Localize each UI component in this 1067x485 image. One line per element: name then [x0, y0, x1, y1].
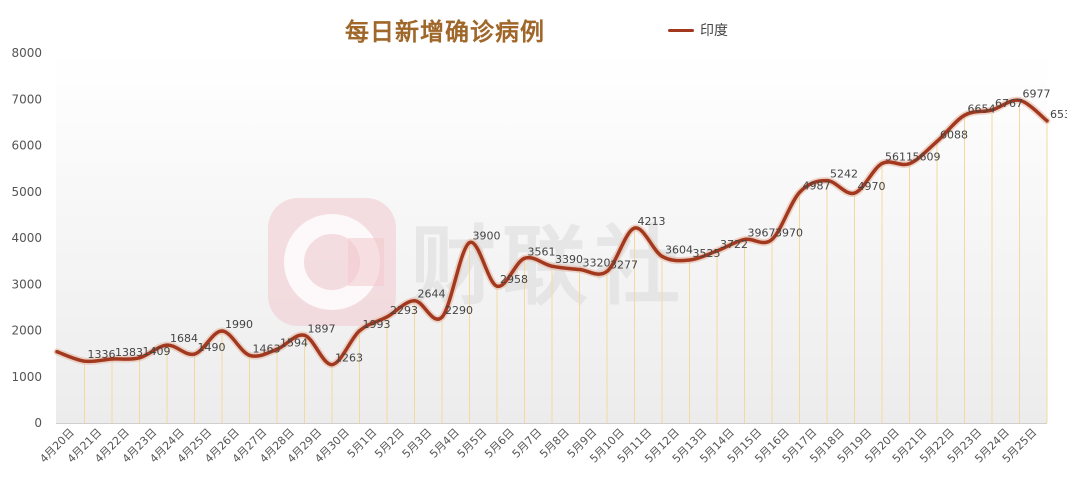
data-label: 1993 [363, 318, 391, 331]
data-point[interactable] [302, 333, 307, 337]
data-point[interactable] [137, 356, 142, 360]
data-point[interactable] [220, 329, 224, 333]
data-point[interactable] [550, 264, 554, 268]
legend[interactable]: 印度 [668, 20, 728, 40]
data-point[interactable] [852, 191, 857, 195]
data-point[interactable] [1017, 98, 1022, 102]
x-tick-label: 5月2日 [372, 426, 407, 461]
data-point[interactable] [632, 226, 637, 230]
data-label: 2644 [418, 288, 446, 301]
legend-swatch [668, 28, 694, 32]
data-point[interactable] [522, 256, 527, 260]
data-point[interactable] [82, 359, 87, 363]
x-tick-label: 5月1日 [345, 426, 380, 461]
y-tick-label: 7000 [11, 92, 42, 106]
data-point[interactable] [715, 249, 719, 253]
data-point[interactable] [357, 329, 362, 333]
data-label: 1383 [115, 346, 143, 359]
x-tick-label: 5月7日 [510, 426, 545, 461]
data-point[interactable] [247, 353, 252, 357]
data-label: 3561 [528, 245, 556, 258]
y-tick-label: 3000 [11, 277, 42, 291]
data-label: 1263 [335, 352, 363, 365]
data-label: 3900 [473, 230, 501, 243]
data-point[interactable] [990, 108, 994, 112]
data-label: 6088 [940, 128, 968, 141]
data-point[interactable] [192, 352, 197, 356]
data-point[interactable] [275, 347, 279, 351]
data-point[interactable] [605, 269, 609, 274]
chart-title: 每日新增确诊病例 [345, 18, 545, 46]
legend-label: 印度 [700, 23, 728, 39]
data-point[interactable] [797, 190, 802, 194]
data-label: 3967 [748, 227, 776, 240]
data-point[interactable] [577, 267, 582, 272]
data-point[interactable] [467, 241, 472, 245]
y-tick-label: 0 [34, 416, 42, 430]
data-label: 1897 [308, 322, 336, 335]
data-label: 3277 [610, 258, 638, 271]
data-label: 6654 [968, 102, 996, 115]
data-label: 3604 [665, 243, 693, 256]
data-point[interactable] [687, 258, 692, 262]
data-point[interactable] [110, 357, 114, 361]
data-label: 3320 [583, 256, 611, 269]
data-label: 2293 [390, 304, 418, 317]
y-tick-label: 5000 [11, 185, 42, 199]
data-label: 1990 [225, 318, 253, 331]
data-point[interactable] [660, 254, 664, 258]
data-label: 5609 [913, 151, 941, 164]
data-label: 6767 [995, 97, 1023, 110]
data-point[interactable] [935, 139, 939, 144]
data-label: 6535 [1050, 108, 1067, 121]
data-point[interactable] [385, 315, 389, 319]
x-tick-label: 5月3日 [400, 426, 435, 461]
data-point[interactable] [412, 299, 417, 303]
data-label: 1336 [88, 348, 116, 361]
y-tick-label: 1000 [11, 370, 42, 384]
data-label: 1594 [280, 336, 308, 349]
data-label: 3525 [693, 247, 721, 260]
data-point[interactable] [55, 350, 59, 354]
data-label: 4213 [638, 215, 666, 228]
x-tick-label: 5月5日 [455, 426, 490, 461]
data-label: 1463 [253, 342, 281, 355]
data-point[interactable] [440, 315, 444, 319]
data-label: 4970 [858, 180, 886, 193]
data-label: 4987 [803, 179, 831, 192]
data-point[interactable] [742, 237, 747, 242]
data-point[interactable] [880, 161, 884, 166]
data-label: 3970 [775, 226, 803, 239]
data-label: 3390 [555, 253, 583, 266]
data-label: 2958 [500, 273, 528, 286]
y-tick-label: 8000 [11, 46, 42, 60]
data-label: 3722 [720, 238, 748, 251]
x-tick-label: 5月8日 [537, 426, 572, 461]
y-tick-label: 6000 [11, 139, 42, 153]
data-point[interactable] [330, 362, 334, 367]
data-label: 1409 [143, 345, 171, 358]
data-point[interactable] [770, 237, 774, 241]
y-tick-label: 4000 [11, 231, 42, 245]
x-tick-label: 5月4日 [427, 426, 462, 461]
data-point[interactable] [495, 284, 499, 288]
y-tick-label: 2000 [11, 324, 42, 338]
data-point[interactable] [165, 343, 169, 347]
data-label: 5242 [830, 168, 858, 181]
data-point[interactable] [907, 161, 912, 166]
data-label: 5611 [885, 150, 913, 163]
data-label: 1490 [198, 341, 226, 354]
data-label: 1684 [170, 332, 198, 345]
data-label: 6977 [1023, 87, 1051, 100]
data-point[interactable] [962, 113, 967, 117]
data-point[interactable] [825, 178, 829, 183]
data-point[interactable] [1045, 119, 1049, 123]
data-label: 2290 [445, 304, 473, 317]
x-tick-label: 5月6日 [482, 426, 517, 461]
